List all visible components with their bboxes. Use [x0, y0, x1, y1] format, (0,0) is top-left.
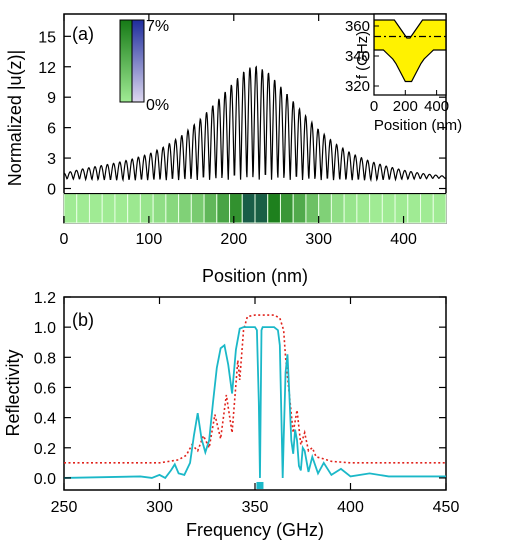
y-tick-label: 0.0	[34, 471, 56, 488]
layer-cell	[139, 193, 154, 224]
inset-y-tick-label: 340	[345, 48, 370, 65]
layer-cell	[241, 193, 256, 224]
x-tick-label: 400	[337, 499, 364, 516]
layer-cell	[63, 193, 78, 224]
panel-a-axes: 0 100 200 300 400 0 3 6 9 12 15	[38, 14, 446, 248]
layer-cell	[152, 193, 167, 224]
colorbar-green	[119, 19, 133, 103]
x-tick-label: 450	[433, 499, 460, 516]
panel-b-axes: 250 300 350 400 450 0.0 0.2 0.4 0.6 0.8 1.0 1.2	[34, 290, 460, 516]
inset-x-tick-label: 0	[370, 98, 378, 115]
panel-b-ylabel: Reflectivity	[3, 349, 23, 436]
layer-cell	[407, 193, 422, 224]
layer-cell	[381, 193, 396, 224]
layer-cell	[190, 193, 205, 224]
colorbar: 7% 0%	[119, 18, 169, 114]
y-tick-label: 0	[47, 182, 56, 199]
y-tick-label: 15	[38, 29, 56, 46]
layer-cell	[420, 193, 434, 224]
layer-cell	[114, 193, 129, 224]
layer-cell	[165, 193, 180, 224]
layer-cell	[267, 193, 281, 224]
y-tick-label: 12	[38, 60, 56, 77]
layer-cell	[216, 193, 231, 224]
panel-b-label: (b)	[72, 310, 94, 330]
layer-cell	[369, 193, 383, 224]
colorbar-max-label: 7%	[146, 18, 169, 35]
y-tick-label: 0.8	[34, 350, 56, 367]
layer-strip	[63, 192, 447, 224]
x-tick-label: 0	[60, 231, 69, 248]
panel-b: 250 300 350 400 450 0.0 0.2 0.4 0.6 0.8 1.0 1.2 (b)…	[3, 290, 459, 540]
layer-cell	[203, 193, 218, 224]
series-solid-cyan	[64, 326, 446, 480]
panel-b-xlabel: Frequency (GHz)	[186, 520, 324, 540]
layer-cell	[229, 193, 243, 224]
y-tick-label: 6	[47, 121, 56, 138]
layer-cell	[305, 193, 320, 224]
panel-b-frame	[63, 296, 447, 491]
y-tick-label: 3	[47, 151, 56, 168]
layer-cell	[178, 193, 192, 224]
layer-cell	[432, 193, 447, 224]
x-tick-label: 400	[390, 231, 417, 248]
series-dotted-red	[64, 314, 446, 464]
inset-frame	[373, 13, 447, 96]
x-tick-label: 300	[305, 231, 332, 248]
x-tick-label: 350	[242, 499, 269, 516]
inset: 0 200 400 320 340 360 Position (nm) f (GHz)	[345, 13, 462, 134]
inset-x-tick-label: 200	[393, 98, 418, 115]
y-tick-label: 1.0	[34, 320, 56, 337]
layer-cell	[127, 193, 141, 224]
layer-cell	[394, 193, 409, 224]
inset-x-tick-label: 400	[424, 98, 449, 115]
inset-band	[374, 19, 446, 83]
layer-cell	[254, 193, 269, 224]
layer-cell	[88, 193, 103, 224]
x-tick-label: 250	[51, 499, 78, 516]
x-tick-label: 200	[220, 231, 247, 248]
colorbar-min-label: 0%	[146, 97, 169, 114]
layer-cell	[330, 193, 345, 224]
y-tick-label: 0.6	[34, 380, 56, 397]
mode-marker	[256, 481, 264, 489]
inset-ylabel: f (GHz)	[354, 31, 371, 79]
y-tick-label: 1.2	[34, 290, 56, 307]
inset-xlabel: Position (nm)	[374, 117, 462, 134]
panel-a-xlabel: Position (nm)	[202, 266, 308, 286]
y-tick-label: 9	[47, 90, 56, 107]
y-tick-label: 0.2	[34, 441, 56, 458]
x-tick-label: 100	[136, 231, 163, 248]
layer-cell	[76, 193, 90, 224]
panel-a-label: (a)	[72, 24, 94, 44]
inset-y-tick-label: 360	[345, 18, 370, 35]
inset-y-tick-label: 320	[345, 78, 370, 95]
displacement-curve	[64, 65, 446, 183]
x-tick-label: 300	[146, 499, 173, 516]
inset-axes: 0 200 400 320 340 360	[345, 18, 449, 115]
layer-cell	[318, 193, 332, 224]
colorbar-blue	[131, 19, 145, 103]
layer-cell	[356, 193, 371, 224]
layer-cell	[292, 193, 307, 224]
layer-cell	[101, 193, 116, 224]
layer-cell	[343, 193, 358, 224]
panel-a-ylabel: Normalized |u(z)|	[5, 50, 25, 186]
y-tick-label: 0.4	[34, 411, 56, 428]
layer-cell	[279, 193, 294, 224]
